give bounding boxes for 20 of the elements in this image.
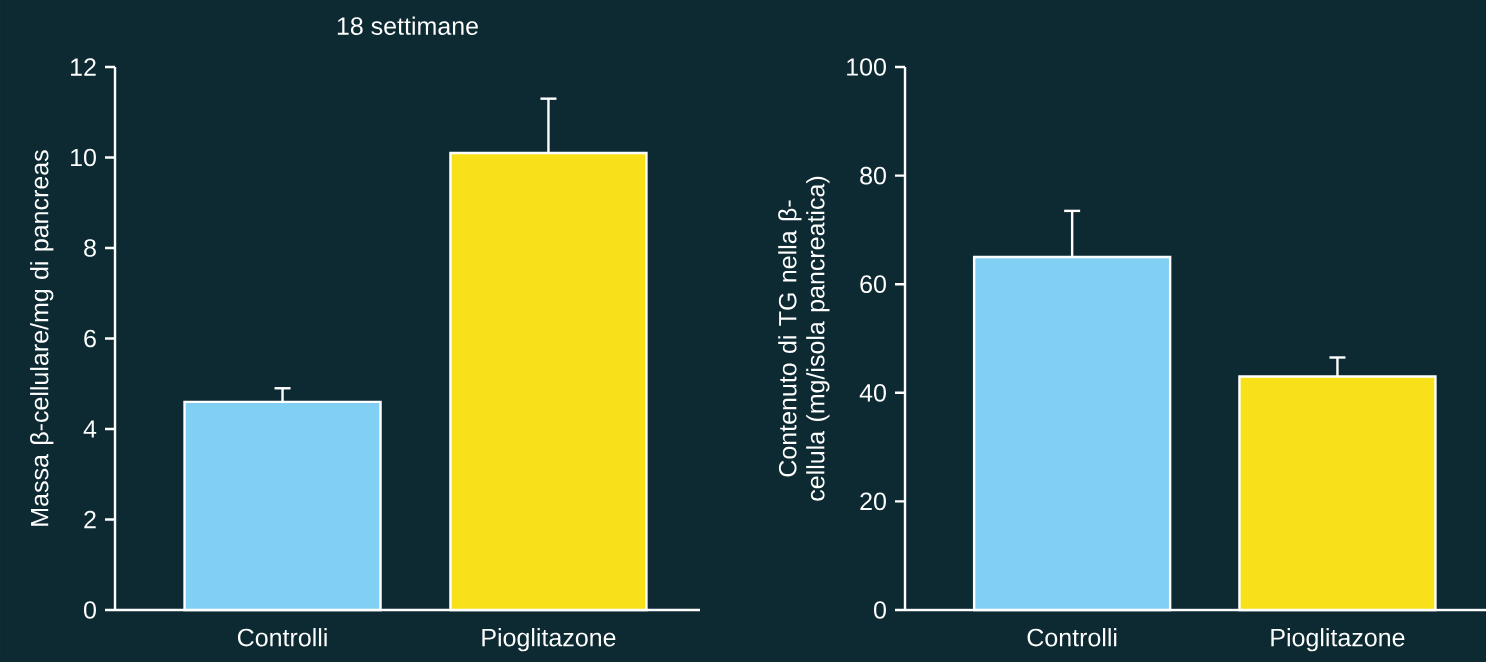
y-tick-label: 100	[847, 58, 886, 76]
x-tick-label: Pioglitazone	[1271, 628, 1405, 652]
y-tick-label: 80	[860, 166, 886, 185]
y-tick-label: 40	[859, 383, 886, 402]
y-axis-title: Contenuto di TG nella β-cellula (mg/isola pancreatica)	[778, 176, 830, 501]
y-tick-label: 2	[84, 510, 96, 529]
x-tick-label: Controlli	[1027, 628, 1117, 647]
x-tick-label: Controlli	[237, 628, 327, 647]
y-tick-label: 20	[860, 492, 886, 511]
y-tick-label: 0	[84, 601, 96, 619]
y-axis-title: Massa β-cellulare/mg di pancreas	[30, 150, 54, 526]
x-tick-label: Pioglitazone	[482, 628, 616, 652]
y-tick-label: 60	[860, 275, 886, 294]
y-tick-label: 4	[83, 420, 97, 438]
chart-title: 18 settimane	[337, 16, 478, 35]
y-tick-label: 10	[71, 148, 96, 167]
y-tick-label: 12	[71, 58, 96, 76]
y-tick-label: 0	[874, 601, 886, 619]
y-tick-label: 6	[84, 329, 96, 348]
y-tick-label: 8	[84, 239, 96, 257]
